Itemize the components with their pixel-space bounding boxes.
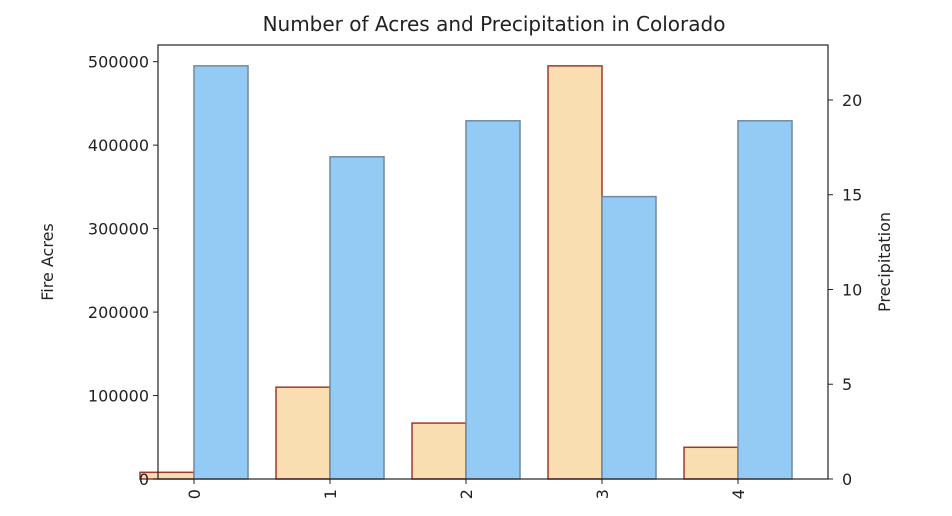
bar-precipitation-0 (193, 65, 249, 480)
x-tick-label-2: 2 (457, 489, 476, 499)
plot-frame (157, 44, 829, 480)
left-axis-title: Fire Acres (38, 223, 57, 301)
right-tick-label-15: 15 (842, 186, 862, 205)
right-axis-title: Precipitation (875, 212, 894, 312)
right-axis: 0 5 10 15 20 (828, 91, 862, 489)
bars-layer (139, 65, 793, 480)
left-tick-label-500000: 500000 (88, 53, 149, 72)
left-axis: 0 100000 200000 300000 400000 500000 (88, 53, 158, 489)
bar-precipitation-2 (465, 120, 521, 480)
x-tick-label-4: 4 (729, 489, 748, 499)
bar-fire-acres-2 (411, 422, 467, 480)
right-tick-label-20: 20 (842, 91, 862, 110)
left-tick-label-400000: 400000 (88, 136, 149, 155)
x-axis: 0 1 2 3 4 (185, 479, 748, 499)
bar-fire-acres-3 (547, 65, 603, 480)
bar-precipitation-3 (601, 195, 657, 480)
x-tick-label-1: 1 (321, 489, 340, 499)
left-tick-label-100000: 100000 (88, 387, 149, 406)
left-tick-label-300000: 300000 (88, 220, 149, 239)
right-tick-label-10: 10 (842, 280, 862, 299)
x-tick-label-0: 0 (185, 489, 204, 499)
right-tick-label-5: 5 (842, 375, 852, 394)
chart-title: Number of Acres and Precipitation in Col… (263, 12, 726, 36)
left-tick-label-200000: 200000 (88, 303, 149, 322)
bar-precipitation-4 (737, 120, 793, 480)
bar-precipitation-1 (329, 156, 385, 480)
bar-fire-acres-1 (275, 386, 331, 480)
right-tick-label-0: 0 (842, 470, 852, 489)
left-tick-label-0: 0 (139, 470, 149, 489)
bar-fire-acres-4 (683, 446, 739, 480)
x-tick-label-3: 3 (593, 489, 612, 499)
